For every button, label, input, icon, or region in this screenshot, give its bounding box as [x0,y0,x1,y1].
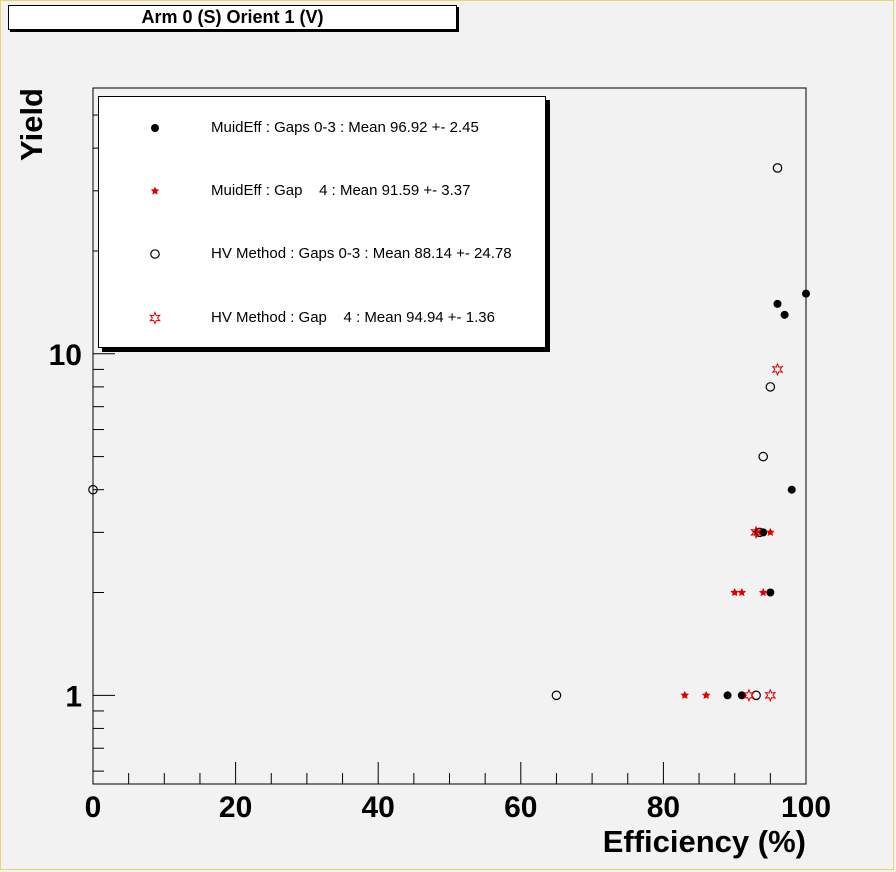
x-tick-label: 60 [504,791,537,824]
data-point-series-4 [750,525,763,540]
legend-marker [150,249,160,259]
data-point-series-3 [758,451,769,462]
data-point-series-3 [765,382,776,392]
data-point-series-2 [730,588,739,597]
x-axis-label: Efficiency (%) [603,824,806,859]
legend-entry: MuidEff : Gaps 0-3 : Mean 96.92 +- 2.45 [99,113,539,143]
legend-label: MuidEff : Gaps 0-3 : Mean 96.92 +- 2.45 [211,119,479,136]
y-tick-label: 10 [49,339,82,372]
data-point-series-3 [88,484,98,495]
legend-marker-shape [150,186,160,195]
y-tick-label: 1 [65,680,82,713]
data-points [88,163,810,703]
legend-entry: MuidEff : Gap 4 : Mean 91.59 +- 3.37 [99,176,539,206]
x-tick-label: 40 [362,791,395,824]
data-point-series-1 [766,588,775,597]
data-point-series-4 [764,688,777,703]
data-point-series-3 [551,690,562,701]
legend-marker-shape [150,249,160,259]
legend-label: MuidEff : Gap 4 : Mean 91.59 +- 3.37 [211,182,471,199]
x-tick-label: 100 [781,791,831,824]
legend: MuidEff : Gaps 0-3 : Mean 96.92 +- 2.45 M… [98,96,546,348]
legend-marker [151,124,159,132]
data-point-series-3 [754,527,765,538]
data-point-series-1 [780,310,789,319]
data-point-series-4 [743,688,755,703]
legend-entry: HV Method : Gap 4 : Mean 94.94 +- 1.36 [99,303,539,333]
data-point-series-2 [701,690,711,699]
x-tick-label: 20 [219,791,252,824]
y-axis-label: Yield [14,88,49,161]
data-point-series-2 [737,588,747,597]
data-point-series-3 [772,163,783,173]
legend-label: HV Method : Gap 4 : Mean 94.94 +- 1.36 [211,309,495,326]
legend-marker [149,311,161,325]
data-point-series-4 [771,362,784,377]
data-point-series-2 [758,588,768,597]
data-point-series-1 [737,691,746,700]
legend-marker-shape [151,124,159,132]
legend-marker-shape [149,311,161,325]
data-point-series-1 [723,691,732,700]
axis-ticks: 0 20 40 60 80 100 1 10 [49,87,831,824]
legend-marker [150,186,160,195]
legend-entry: HV Method : Gaps 0-3 : Mean 88.14 +- 24.… [99,239,539,269]
x-tick-label: 0 [85,791,102,824]
legend-label: HV Method : Gaps 0-3 : Mean 88.14 +- 24.… [211,245,512,262]
data-point-series-1 [759,528,768,537]
x-tick-label: 80 [647,791,680,824]
data-point-series-2 [766,527,775,536]
data-point-series-1 [787,485,796,494]
data-point-series-2 [751,527,761,536]
data-point-series-2 [680,690,690,699]
data-point-series-1 [773,299,782,308]
chart-title: Arm 0 (S) Orient 1 (V) [8,5,457,30]
data-point-series-1 [802,289,810,298]
